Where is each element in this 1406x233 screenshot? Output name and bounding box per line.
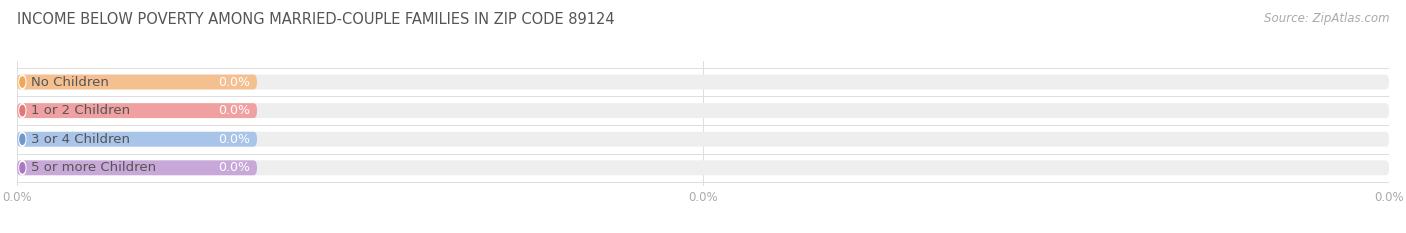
Text: 3 or 4 Children: 3 or 4 Children [31,133,129,146]
Circle shape [20,77,25,87]
Circle shape [18,75,25,89]
Text: 0.0%: 0.0% [218,133,250,146]
Circle shape [18,103,25,118]
Text: INCOME BELOW POVERTY AMONG MARRIED-COUPLE FAMILIES IN ZIP CODE 89124: INCOME BELOW POVERTY AMONG MARRIED-COUPL… [17,12,614,27]
Text: No Children: No Children [31,75,108,89]
FancyBboxPatch shape [17,132,257,147]
FancyBboxPatch shape [17,132,1389,147]
FancyBboxPatch shape [17,160,257,175]
Text: 0.0%: 0.0% [218,161,250,174]
Circle shape [18,161,25,175]
FancyBboxPatch shape [17,103,257,118]
Text: 0.0%: 0.0% [218,104,250,117]
Circle shape [20,134,25,144]
Circle shape [18,132,25,146]
FancyBboxPatch shape [17,75,1389,89]
FancyBboxPatch shape [17,75,257,89]
FancyBboxPatch shape [17,103,1389,118]
Text: 0.0%: 0.0% [218,75,250,89]
Text: 1 or 2 Children: 1 or 2 Children [31,104,129,117]
FancyBboxPatch shape [17,160,1389,175]
Text: Source: ZipAtlas.com: Source: ZipAtlas.com [1264,12,1389,25]
Circle shape [20,163,25,173]
Text: 5 or more Children: 5 or more Children [31,161,156,174]
Circle shape [20,106,25,116]
